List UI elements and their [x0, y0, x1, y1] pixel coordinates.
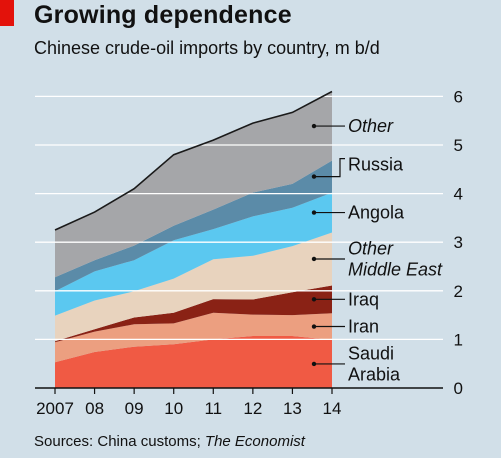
x-tick-label: 14 — [323, 399, 342, 418]
area-iran — [55, 312, 332, 363]
series-label-saudi-arabia: Saudi — [348, 343, 394, 363]
series-label-iraq: Iraq — [348, 289, 379, 309]
area-other-middle-east — [55, 232, 332, 342]
series-label-saudi-arabia: Arabia — [348, 364, 401, 384]
y-tick-label: 2 — [454, 282, 463, 301]
area-saudi-arabia — [55, 336, 332, 388]
series-label-iran: Iran — [348, 317, 379, 337]
total-line — [54, 90, 333, 231]
x-axis-ticks: 2007 08 09 10 11 12 13 14 — [36, 388, 341, 418]
x-tick-label: 10 — [164, 399, 183, 418]
x-tick-label: 09 — [125, 399, 144, 418]
area-layers — [55, 91, 332, 388]
chart-subtitle: Chinese crude-oil imports by country, m … — [34, 38, 380, 58]
y-axis-ticks: 0 1 2 3 4 5 6 — [454, 87, 463, 398]
x-tick-label: 11 — [204, 399, 222, 418]
series-label-angola: Angola — [348, 203, 405, 223]
area-angola — [55, 192, 332, 316]
y-tick-label: 6 — [454, 87, 463, 106]
series-label-russia: Russia — [348, 155, 404, 175]
label-leader-russia — [314, 157, 345, 178]
area-other — [55, 91, 332, 278]
y-tick-label: 3 — [454, 233, 463, 252]
source-note: Sources: China customs; The Economist — [34, 433, 305, 450]
y-tick-label: 5 — [454, 136, 463, 155]
series-label-other: Other — [348, 116, 394, 136]
x-tick-label: 12 — [243, 399, 262, 418]
series-label-other-middle-east: Other — [348, 238, 394, 258]
y-tick-label: 1 — [454, 330, 463, 349]
brand-accent-bar — [0, 0, 14, 26]
y-tick-label: 4 — [454, 185, 463, 204]
x-tick-label: 08 — [85, 399, 104, 418]
y-tick-label: 0 — [454, 379, 463, 398]
gridlines — [35, 95, 443, 389]
area-iraq — [55, 285, 332, 343]
series-label-other-middle-east: Middle East — [348, 259, 443, 279]
chart-title: Growing dependence — [34, 1, 292, 29]
total-outline — [54, 90, 333, 231]
x-tick-label: 13 — [283, 399, 302, 418]
x-tick-label: 2007 — [36, 399, 74, 418]
